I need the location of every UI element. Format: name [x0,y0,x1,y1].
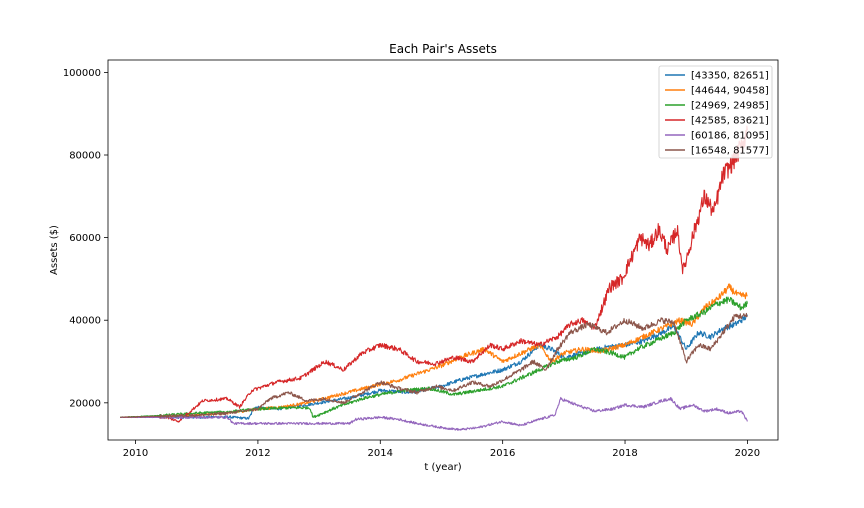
y-axis-label: Assets ($) [49,225,60,275]
legend-label: [42585, 83621] [691,116,769,127]
legend-box [658,65,773,159]
legend: [43350, 82651] [44644, 90458] [24969, 2498… [658,65,773,159]
legend-label: [24969, 24985] [691,101,769,112]
series-line [120,396,748,431]
y-tick-label: 20000 [69,398,101,409]
x-tick-label: 2012 [245,448,270,459]
y-ticks: 20000 40000 60000 80000 100000 [63,68,108,409]
x-tick-label: 2010 [123,448,148,459]
x-tick-label: 2018 [612,448,637,459]
series-line [119,312,748,419]
legend-label: [16548, 81577] [691,146,769,157]
y-tick-label: 100000 [63,68,101,79]
y-tick-label: 80000 [69,151,101,162]
series-line [119,283,748,419]
chart-title: Each Pair's Assets [389,42,497,56]
legend-label: [60186, 81095] [691,131,769,142]
x-axis-label: t (year) [424,462,461,473]
axes-frame [107,59,779,441]
legend-label: [44644, 90458] [691,86,769,97]
legend-label: [43350, 82651] [691,71,769,82]
x-ticks: 2010 2012 2014 2016 2018 2020 [123,440,760,459]
series-layer [119,125,748,431]
x-tick-label: 2016 [490,448,515,459]
y-tick-label: 60000 [69,233,101,244]
x-tick-label: 2020 [735,448,760,459]
y-tick-label: 40000 [69,316,101,327]
series-line [120,125,748,423]
x-tick-label: 2014 [368,448,393,459]
